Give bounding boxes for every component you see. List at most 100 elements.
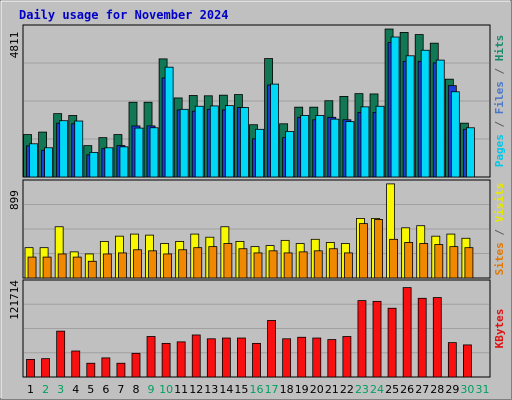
bar-sites-day-19 (298, 251, 308, 279)
bar-sites-day-26 (404, 242, 414, 279)
x-tick-label: 19 (295, 383, 309, 396)
x-tick-label: 16 (250, 383, 264, 396)
bar-kbytes-day-7 (116, 362, 126, 378)
bar-pages-day-28 (435, 59, 445, 178)
bar-kbytes-day-6 (101, 357, 111, 378)
bar-sites-day-17 (268, 250, 278, 279)
bar-pages-day-26 (405, 55, 415, 178)
bar-kbytes-day-2 (41, 358, 50, 378)
bar-sites-day-2 (42, 256, 52, 279)
bar-kbytes-day-30 (463, 344, 472, 378)
bar-kbytes-day-19 (297, 336, 307, 378)
bar-pages-day-16 (255, 128, 264, 178)
bar-sites-day-5 (87, 260, 97, 279)
x-tick-label: 25 (385, 383, 399, 396)
panel-top-legend: Pages / Files / Hits (493, 35, 506, 168)
bar-kbytes-day-9 (146, 336, 156, 378)
panel-bottom-legend: KBytes (493, 309, 506, 349)
legend-label: Files (493, 81, 506, 114)
bar-pages-day-11 (179, 108, 189, 178)
legend-label: Pages (493, 134, 506, 167)
bar-kbytes-day-14 (221, 337, 231, 378)
bar-sites-day-30 (464, 247, 474, 279)
x-tick-label: 29 (445, 383, 459, 396)
x-tick-label: 18 (280, 383, 294, 396)
bar-kbytes-day-23 (357, 300, 367, 378)
bar-pages-day-5 (89, 151, 99, 178)
bar-pages-day-4 (74, 120, 84, 178)
bar-kbytes-day-17 (267, 320, 276, 378)
bar-sites-day-22 (343, 252, 353, 279)
x-tick-label: 13 (204, 383, 218, 396)
bar-sites-day-16 (253, 252, 263, 279)
x-tick-label: 20 (310, 383, 324, 396)
legend-label: Sites (493, 242, 506, 275)
bar-pages-day-10 (164, 66, 174, 178)
bar-pages-day-29 (450, 91, 460, 178)
bar-pages-day-9 (149, 127, 159, 178)
bar-pages-day-25 (390, 36, 400, 178)
x-tick-label: 23 (355, 383, 369, 396)
x-tick-label: 7 (117, 383, 124, 396)
bar-sites-day-12 (193, 247, 203, 279)
bar-pages-day-7 (119, 146, 129, 178)
panel-bottom-max-label: 121714 (8, 280, 21, 320)
bar-pages-day-17 (270, 83, 279, 178)
bar-kbytes-day-22 (342, 336, 352, 378)
x-tick-label: 21 (325, 383, 339, 396)
bar-kbytes-day-20 (312, 337, 322, 378)
bar-kbytes-day-18 (282, 338, 292, 378)
bar-sites-day-23 (359, 223, 368, 279)
bar-sites-day-6 (102, 253, 112, 279)
x-tick-label: 27 (415, 383, 429, 396)
bar-sites-day-7 (118, 252, 127, 279)
legend-label: / (493, 114, 506, 134)
x-tick-label: 24 (370, 383, 384, 396)
bar-kbytes-day-28 (432, 297, 442, 378)
x-tick-label: 26 (400, 383, 414, 396)
bar-kbytes-day-1 (26, 359, 35, 378)
bar-sites-day-20 (313, 250, 323, 279)
x-tick-label: 12 (189, 383, 203, 396)
bar-sites-day-10 (163, 253, 173, 279)
bar-pages-day-3 (59, 120, 69, 178)
bar-kbytes-day-29 (447, 342, 457, 378)
bar-pages-day-23 (360, 106, 370, 178)
bar-pages-day-27 (420, 49, 430, 178)
bar-sites-day-3 (57, 253, 67, 279)
bar-kbytes-day-3 (56, 330, 66, 378)
bar-kbytes-day-26 (402, 287, 412, 378)
x-tick-label: 30 (460, 383, 474, 396)
bar-pages-day-22 (345, 121, 355, 178)
bar-pages-day-14 (224, 105, 234, 178)
x-tick-label: 10 (159, 383, 173, 396)
x-tick-label: 3 (57, 383, 64, 396)
bar-sites-day-27 (419, 243, 429, 279)
bar-sites-day-21 (328, 248, 338, 279)
bar-kbytes-day-8 (131, 352, 141, 378)
x-tick-label: 14 (219, 383, 233, 396)
x-tick-label: 6 (102, 383, 109, 396)
legend-label: Visits (493, 183, 506, 223)
bar-kbytes-day-24 (372, 300, 382, 378)
bar-pages-day-19 (300, 115, 310, 178)
bar-sites-day-25 (389, 238, 398, 279)
legend-label: / (493, 61, 506, 81)
x-tick-label: 28 (430, 383, 444, 396)
bar-sites-day-29 (449, 246, 459, 279)
bar-kbytes-day-12 (191, 334, 201, 378)
bar-pages-day-21 (330, 118, 340, 178)
bar-kbytes-day-27 (417, 297, 427, 378)
x-tick-label: 11 (174, 383, 188, 396)
bar-sites-day-13 (208, 246, 218, 279)
x-tick-label: 1 (27, 383, 34, 396)
x-tick-label: 31 (475, 383, 489, 396)
bar-kbytes-day-15 (237, 337, 246, 378)
bar-sites-day-8 (133, 249, 142, 279)
bar-pages-day-12 (194, 105, 204, 178)
bar-sites-day-28 (434, 244, 444, 279)
bar-pages-day-2 (44, 147, 53, 178)
x-tick-label: 5 (87, 383, 94, 396)
legend-label: KBytes (493, 309, 506, 349)
